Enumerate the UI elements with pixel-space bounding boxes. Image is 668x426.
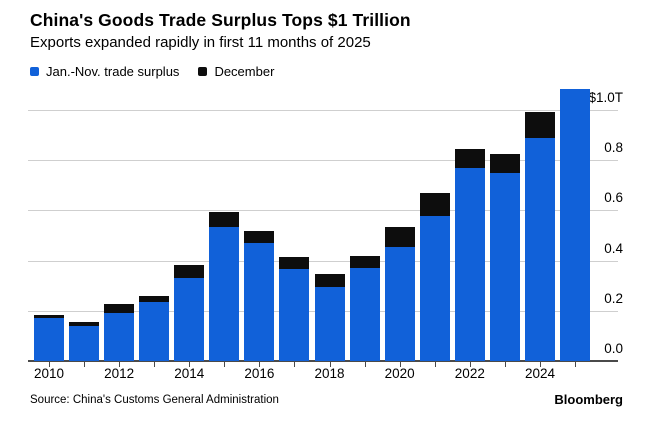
bar-december-2017 [279, 257, 310, 269]
y-axis-tick-label: 0.4 [604, 240, 623, 256]
bar-jan-nov-2012 [104, 313, 135, 361]
legend-marker-december [198, 67, 208, 76]
bar-december-2014 [174, 265, 205, 278]
x-axis-tick-label: 2014 [174, 366, 205, 381]
bar-jan-nov-2024 [524, 138, 555, 361]
x-axis-tick [539, 362, 541, 367]
x-axis-tick [294, 362, 296, 367]
bar-december-2021 [419, 193, 450, 216]
x-axis-tick [504, 362, 506, 367]
bar-december-2013 [139, 296, 170, 302]
x-axis-tick-label: 2020 [384, 366, 415, 381]
x-axis-tick [224, 362, 226, 367]
x-axis-tick-label: 2010 [33, 366, 65, 381]
bar-jan-nov-2018 [314, 287, 345, 361]
bar-jan-nov-2015 [209, 227, 240, 361]
bar-jan-nov-2025 [560, 89, 591, 361]
bar-december-2011 [69, 322, 100, 326]
bar-jan-nov-2023 [489, 173, 520, 361]
x-axis-tick [575, 362, 577, 367]
y-axis-tick-label: 0.6 [604, 190, 623, 206]
x-axis-tick-label: 2016 [244, 366, 275, 381]
y-axis-tick-label: $1.0T [588, 90, 623, 105]
bar-december-2022 [454, 149, 485, 168]
legend-label: December [214, 64, 275, 79]
chart-title: China's Goods Trade Surplus Tops $1 Tril… [30, 10, 411, 30]
x-axis-tick-label: 2012 [104, 366, 135, 381]
x-axis-tick [119, 362, 121, 367]
x-axis-tick-label: 2024 [524, 366, 555, 381]
bar-jan-nov-2011 [69, 326, 100, 361]
gridline [28, 160, 618, 162]
bar-jan-nov-2014 [174, 278, 205, 361]
gridline [28, 260, 618, 262]
bar-december-2018 [314, 274, 345, 287]
bar-jan-nov-2022 [454, 168, 485, 361]
y-axis-tick-label: 0.8 [604, 140, 623, 156]
chart-subtitle: Exports expanded rapidly in first 11 mon… [30, 34, 371, 51]
x-axis-tick [189, 362, 191, 367]
source-note: Source: China's Customs General Administ… [30, 394, 279, 406]
x-axis-tick [154, 362, 156, 367]
bar-december-2019 [349, 256, 380, 268]
legend-label: Jan.-Nov. trade surplus [46, 64, 180, 79]
y-axis-tick-label: 0.0 [604, 341, 623, 356]
bar-december-2024 [524, 112, 555, 138]
bar-jan-nov-2021 [419, 216, 450, 361]
x-axis-tick-label: 2022 [454, 366, 485, 381]
bar-jan-nov-2020 [384, 247, 415, 361]
x-axis-tick [434, 362, 436, 367]
bar-december-2020 [384, 227, 415, 247]
x-axis-tick [84, 362, 86, 367]
x-axis-tick [399, 362, 401, 367]
bar-december-2016 [244, 231, 275, 243]
x-axis-tick [469, 362, 471, 367]
legend-marker-jan-nov-trade-surplus [30, 67, 39, 76]
gridline [28, 210, 618, 212]
x-axis-tick [259, 362, 261, 367]
x-axis-tick [329, 362, 331, 367]
bloomberg-logo: Bloomberg [554, 392, 623, 407]
y-axis-tick-label: 0.2 [604, 290, 623, 306]
bar-december-2012 [104, 304, 135, 313]
legend-item-december: December [198, 64, 274, 79]
x-axis-baseline [28, 360, 618, 362]
bar-jan-nov-2016 [244, 243, 275, 361]
x-axis-tick [364, 362, 366, 367]
bar-jan-nov-2019 [349, 268, 380, 361]
bar-december-2023 [489, 154, 520, 173]
legend: Jan.-Nov. trade surplus December [30, 64, 274, 79]
bar-december-2010 [34, 315, 64, 318]
gridline [28, 110, 618, 111]
bar-jan-nov-2013 [139, 302, 170, 361]
x-axis-tick [49, 362, 50, 367]
legend-item-jan-nov-trade-surplus: Jan.-Nov. trade surplus [30, 64, 179, 79]
bar-december-2015 [209, 212, 240, 227]
bar-jan-nov-2017 [279, 269, 310, 361]
bar-jan-nov-2010 [34, 318, 64, 361]
x-axis-tick-label: 2018 [314, 366, 345, 381]
